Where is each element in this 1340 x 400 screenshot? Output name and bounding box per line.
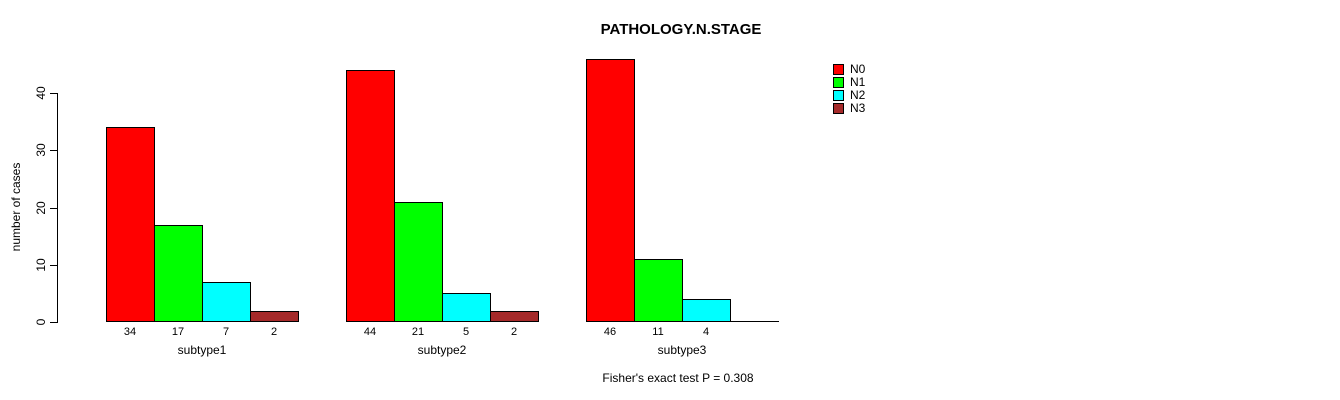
- y-tick-label: 20: [34, 201, 48, 215]
- bar-value-label: 5: [462, 326, 470, 338]
- legend-label: N1: [850, 75, 866, 89]
- bar-value-label: 34: [123, 326, 137, 338]
- bar-value-label: 46: [603, 326, 617, 338]
- bar-N1-subtype2: [394, 202, 443, 322]
- y-tick-label: 30: [34, 143, 48, 157]
- legend-swatch-N2: [833, 90, 844, 101]
- stat-annotation: Fisher's exact test P = 0.308: [602, 371, 754, 385]
- y-tick-mark: [50, 150, 57, 151]
- y-tick-label: 0: [34, 318, 48, 326]
- legend-label: N2: [850, 88, 866, 102]
- bar-N3-subtype1: [250, 311, 299, 322]
- bar-value-label: 44: [363, 326, 377, 338]
- bar-N2-subtype1: [202, 282, 251, 322]
- bar-N1-subtype3: [634, 259, 683, 322]
- bar-N2-subtype3: [682, 299, 731, 322]
- group-label-subtype3: subtype3: [657, 343, 707, 357]
- y-tick-mark: [50, 93, 57, 94]
- bar-value-label: 2: [270, 326, 278, 338]
- bar-value-label: 21: [411, 326, 425, 338]
- y-tick-label: 10: [34, 258, 48, 272]
- chart-title: PATHOLOGY.N.STAGE: [600, 21, 762, 38]
- bar-value-label: 2: [510, 326, 518, 338]
- legend-swatch-N0: [833, 64, 844, 75]
- y-axis-line: [57, 93, 58, 323]
- legend-label: N3: [850, 101, 866, 115]
- y-tick-mark: [50, 265, 57, 266]
- y-axis-label: number of cases: [9, 162, 23, 252]
- bar-N3-subtype2: [490, 311, 539, 322]
- bar-value-label: 17: [171, 326, 185, 338]
- bar-zero-N3-subtype3: [730, 321, 779, 322]
- bar-N0-subtype2: [346, 70, 395, 322]
- group-label-subtype1: subtype1: [177, 343, 227, 357]
- bar-N0-subtype3: [586, 59, 635, 322]
- legend-label: N0: [850, 62, 866, 76]
- y-tick-mark: [50, 208, 57, 209]
- bar-value-label: 11: [652, 326, 664, 338]
- bar-N1-subtype1: [154, 225, 203, 322]
- bar-N2-subtype2: [442, 293, 491, 322]
- y-tick-mark: [50, 322, 57, 323]
- y-tick-label: 40: [34, 86, 48, 100]
- legend-swatch-N3: [833, 103, 844, 114]
- bar-value-label: 4: [702, 326, 710, 338]
- bar-N0-subtype1: [106, 127, 155, 322]
- legend-swatch-N1: [833, 77, 844, 88]
- bar-value-label: 7: [222, 326, 230, 338]
- group-label-subtype2: subtype2: [417, 343, 467, 357]
